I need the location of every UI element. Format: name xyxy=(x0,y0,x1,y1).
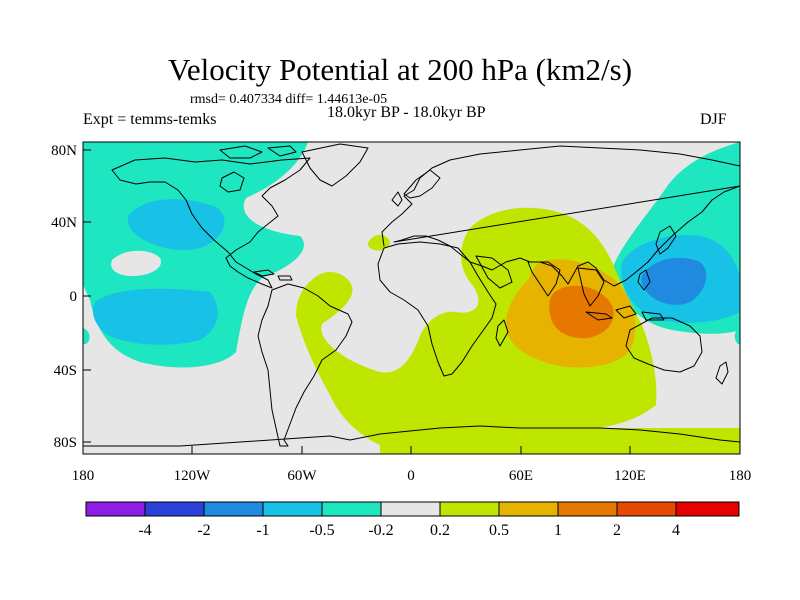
season-label: DJF xyxy=(700,111,727,128)
contour-neg-mid-south xyxy=(92,288,218,345)
lon-label-0: 0 xyxy=(407,468,415,484)
contour-neg-mid-north xyxy=(127,199,225,251)
lon-label-180e: 180 xyxy=(729,468,752,484)
coast-australia xyxy=(625,317,703,373)
colorbar-label-0: -4 xyxy=(138,522,151,539)
lon-label-60w: 60W xyxy=(287,468,317,484)
coast-philippines xyxy=(637,269,651,291)
experiment-label: Expt = temms-temks xyxy=(83,111,217,128)
coast-indonesia xyxy=(585,305,665,321)
plot-title: Velocity Potential at 200 hPa (km2/s) xyxy=(167,52,633,87)
coast-africa xyxy=(377,241,497,377)
lat-label-0: 0 xyxy=(70,289,78,305)
coast-new-zealand xyxy=(715,361,729,385)
lon-label-180w: 180 xyxy=(72,468,95,484)
colorbar-label-7: 1 xyxy=(554,522,562,539)
lat-label-80s: 80S xyxy=(54,435,77,451)
lat-label-80n: 80N xyxy=(51,143,77,159)
colorbar-label-1: -2 xyxy=(197,522,210,539)
lon-label-120e: 120E xyxy=(614,468,646,484)
colorbar-box-8 xyxy=(557,501,618,517)
colorbar-box-7 xyxy=(498,501,559,517)
colorbar-label-9: 4 xyxy=(672,522,680,539)
coast-north-america xyxy=(111,157,311,289)
coast-hudson-bay xyxy=(219,171,245,193)
period-label: 18.0kyr BP - 18.0kyr BP xyxy=(327,104,486,121)
coast-greenland xyxy=(301,143,369,187)
colorbar-label-8: 2 xyxy=(613,522,621,539)
coast-madagascar xyxy=(495,319,509,347)
coast-se-asia xyxy=(577,267,605,307)
colorbar-label-3: -0.5 xyxy=(309,522,334,539)
contour-neg-strong-east xyxy=(641,257,707,305)
contour-pos-weak-blob xyxy=(367,234,390,251)
contour-pos-strong xyxy=(549,285,614,339)
coast-antarctica xyxy=(83,425,740,447)
colorbar-box-3 xyxy=(262,501,323,517)
coast-eurasia xyxy=(381,145,740,287)
lat-axis: 80N 40N 0 40S 80S xyxy=(51,143,91,451)
coast-caribbean xyxy=(253,269,293,281)
lon-label-120w: 120W xyxy=(174,468,212,484)
colorbar: -4 -2 -1 -0.5 -0.2 0.2 0.5 1 2 4 xyxy=(85,501,740,539)
lat-label-40n: 40N xyxy=(51,215,77,231)
colorbar-box-1 xyxy=(144,501,205,517)
coastlines xyxy=(83,143,740,447)
colorbar-box-0 xyxy=(85,501,146,517)
background-hole xyxy=(111,250,161,276)
coast-india xyxy=(527,261,561,297)
colorbar-box-5 xyxy=(380,501,441,517)
colorbar-box-6 xyxy=(439,501,500,517)
colorbar-label-6: 0.5 xyxy=(489,522,509,539)
colorbar-box-10 xyxy=(675,501,740,517)
coast-scandinavia xyxy=(403,169,441,199)
colorbar-label-5: 0.2 xyxy=(430,522,450,539)
contour-map xyxy=(83,142,740,454)
coast-south-america xyxy=(257,283,353,447)
coast-british-isles xyxy=(391,191,403,207)
colorbar-box-9 xyxy=(616,501,677,517)
lat-label-40s: 40S xyxy=(54,363,77,379)
colorbar-label-2: -1 xyxy=(256,522,269,539)
stats-line: rmsd= 0.407334 diff= 1.44613e-05 xyxy=(190,92,388,107)
colorbar-box-4 xyxy=(321,501,382,517)
colorbar-label-4: -0.2 xyxy=(368,522,393,539)
colorbar-box-2 xyxy=(203,501,264,517)
coast-japan xyxy=(655,225,677,255)
lon-label-60e: 60E xyxy=(509,468,533,484)
lon-axis: 180 120W 60W 0 60E 120E 180 xyxy=(72,446,752,484)
coast-arctic-islands xyxy=(219,145,297,159)
coast-arabia xyxy=(475,255,513,289)
